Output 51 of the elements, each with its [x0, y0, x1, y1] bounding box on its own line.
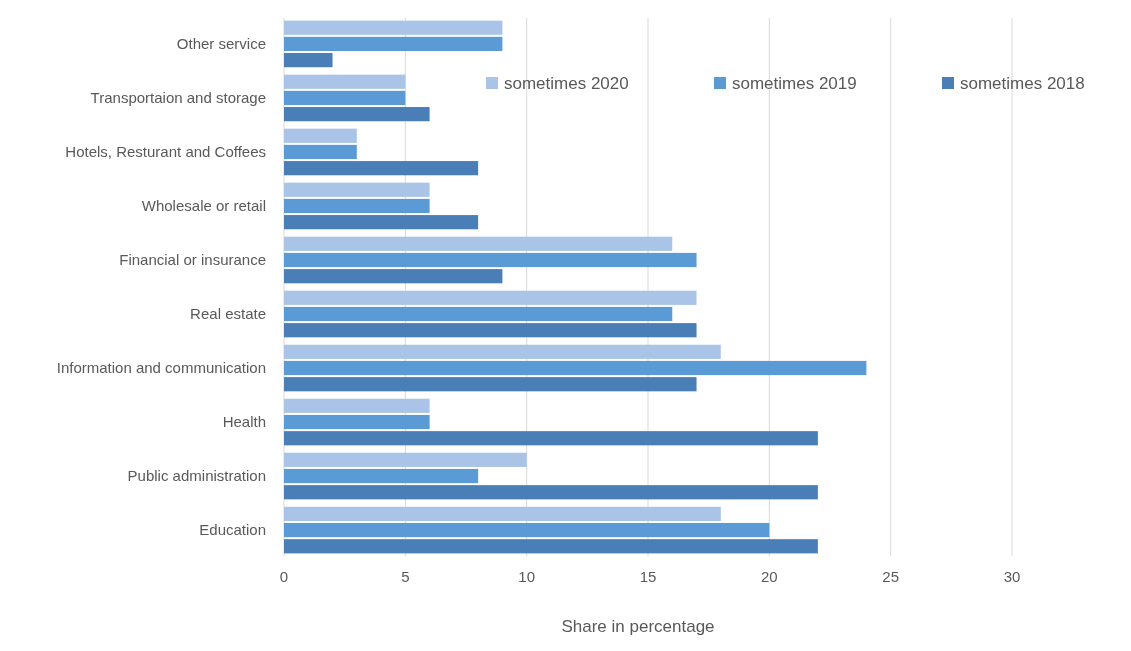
x-axis-title: Share in percentage: [561, 617, 715, 636]
bar: [284, 215, 479, 230]
legend-label: sometimes 2018: [960, 74, 1085, 93]
x-tick-label: 25: [882, 568, 900, 585]
bar: [284, 53, 333, 68]
x-tick-label: 15: [639, 568, 657, 585]
y-tick-label: Other service: [176, 34, 266, 52]
bar: [284, 522, 770, 538]
bar: [284, 360, 867, 376]
bar: [284, 144, 357, 160]
legend-label: sometimes 2019: [732, 74, 857, 93]
y-tick-label: Public administration: [127, 467, 266, 485]
bar: [284, 20, 503, 35]
x-tick-label: 20: [760, 568, 778, 585]
y-tick-label: Real estate: [190, 305, 266, 323]
bar: [284, 539, 818, 554]
bar: [284, 506, 721, 521]
y-tick-label: Wholesale or retail: [141, 196, 266, 214]
bar: [284, 290, 697, 305]
x-tick-label: 30: [1003, 568, 1021, 585]
bar: [284, 431, 818, 446]
bar: [284, 485, 818, 500]
y-tick-label: Information and communication: [56, 359, 266, 377]
bar: [284, 398, 430, 413]
bar: [284, 182, 430, 197]
x-tick-label: 5: [401, 568, 410, 585]
y-tick-label: Transportaion and storage: [90, 88, 266, 106]
bar: [284, 377, 697, 392]
y-tick-label: Hotels, Resturant and Coffees: [65, 142, 266, 160]
bar: [284, 107, 430, 122]
y-tick-label: Health: [222, 413, 266, 431]
y-tick-label: Financial or insurance: [119, 250, 266, 268]
bar: [284, 344, 721, 359]
bar: [284, 198, 430, 214]
bar: [284, 90, 406, 106]
bar: [284, 452, 527, 467]
bar: [284, 414, 430, 430]
bar: [284, 161, 479, 176]
x-tick-label: 10: [518, 568, 536, 585]
bar: [284, 468, 479, 484]
bar: [284, 252, 697, 268]
legend-label: sometimes 2020: [504, 74, 629, 93]
x-tick-label: 0: [279, 568, 289, 585]
bar: [284, 323, 697, 338]
bar: [284, 128, 357, 143]
bar: [284, 36, 503, 52]
bar: [284, 236, 673, 251]
bar: [284, 74, 406, 89]
bar: [284, 269, 503, 284]
y-tick-label: Education: [199, 521, 266, 539]
bar: [284, 306, 673, 322]
